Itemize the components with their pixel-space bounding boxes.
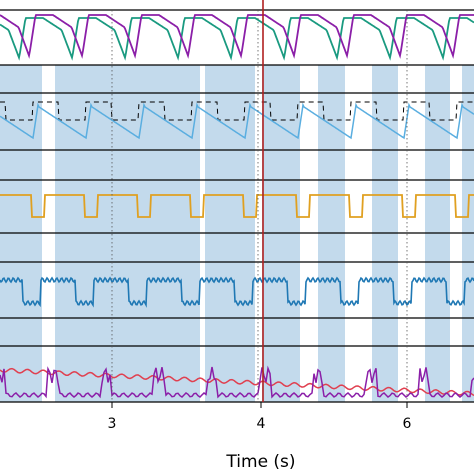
trace-purple-low: [0, 365, 474, 399]
x-axis-title: Time (s): [225, 452, 295, 472]
traces: [0, 14, 474, 399]
trace-purple: [0, 14, 474, 59]
x-tick-label: 4: [257, 416, 266, 432]
x-tick-label: 6: [403, 416, 412, 432]
trace-green: [0, 17, 474, 61]
panel-frames: [0, 9, 474, 403]
trace-dashed: [0, 101, 474, 121]
trace-orange: [0, 194, 474, 218]
x-tick-label: 3: [108, 416, 117, 432]
trace-blue: [0, 102, 474, 140]
trace-red: [0, 367, 474, 397]
trace-blue-dark: [0, 276, 474, 308]
